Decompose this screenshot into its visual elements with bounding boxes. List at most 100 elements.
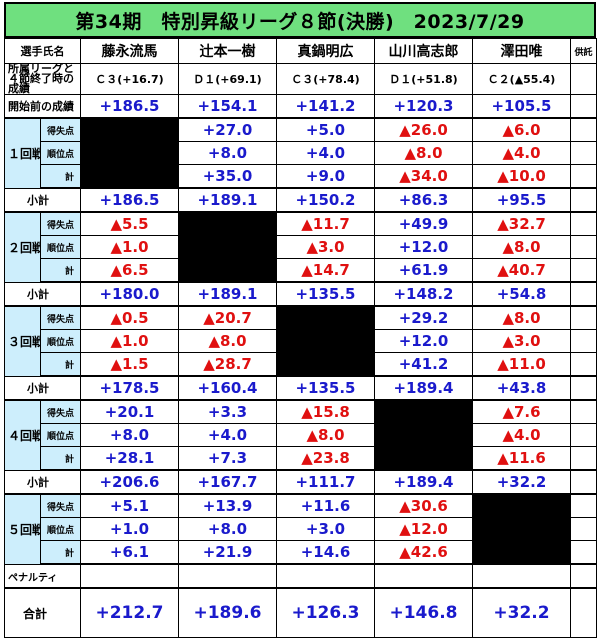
sub-label: 計 bbox=[40, 164, 81, 189]
remarks-cell bbox=[570, 563, 597, 589]
subtotal-label: 小計 bbox=[4, 469, 81, 495]
score-value: ▲6.0 bbox=[472, 117, 571, 142]
score-value: ▲6.5 bbox=[80, 258, 179, 283]
round-label: １回戦 bbox=[4, 117, 41, 189]
score-value: ▲10.0 bbox=[472, 164, 571, 189]
sub-label: 順位点 bbox=[40, 517, 81, 541]
blank-cell bbox=[80, 117, 179, 142]
sub-label: 計 bbox=[40, 540, 81, 565]
blank-cell bbox=[276, 352, 375, 377]
sub-label: 順位点 bbox=[40, 141, 81, 165]
blank-cell bbox=[80, 141, 179, 165]
blank-cell bbox=[374, 423, 473, 447]
start-value: +141.2 bbox=[276, 94, 375, 119]
score-value: +61.9 bbox=[374, 258, 473, 283]
remarks-cell bbox=[570, 305, 597, 330]
subtotal-value: +189.1 bbox=[178, 187, 277, 213]
penalty-value bbox=[276, 563, 375, 589]
blank-cell bbox=[178, 235, 277, 259]
score-value: +7.3 bbox=[178, 446, 277, 471]
sub-label: 得失点 bbox=[40, 493, 81, 518]
score-value: ▲5.5 bbox=[80, 211, 179, 236]
score-value: +9.0 bbox=[276, 164, 375, 189]
sub-label: 得失点 bbox=[40, 399, 81, 424]
subtotal-value: +54.8 bbox=[472, 281, 571, 307]
league-label-line2: ４節終了時の成績 bbox=[8, 72, 74, 95]
score-value: ▲20.7 bbox=[178, 305, 277, 330]
score-value: ▲32.7 bbox=[472, 211, 571, 236]
total-value: +189.6 bbox=[178, 587, 277, 638]
start-value: +154.1 bbox=[178, 94, 277, 119]
score-value: ▲14.7 bbox=[276, 258, 375, 283]
score-value: +35.0 bbox=[178, 164, 277, 189]
score-value: +1.0 bbox=[80, 517, 179, 541]
score-value: +8.0 bbox=[178, 141, 277, 165]
sub-label: 順位点 bbox=[40, 329, 81, 353]
remarks-cell bbox=[570, 235, 597, 259]
subtotal-value: +167.7 bbox=[178, 469, 277, 495]
score-value: ▲15.8 bbox=[276, 399, 375, 424]
score-value: ▲23.8 bbox=[276, 446, 375, 471]
score-value: ▲34.0 bbox=[374, 164, 473, 189]
blank-cell bbox=[374, 399, 473, 424]
total-label: 合計 bbox=[4, 587, 81, 638]
remarks-cell bbox=[570, 423, 597, 447]
blank-cell bbox=[178, 258, 277, 283]
blank-cell bbox=[374, 446, 473, 471]
subtotal-value: +189.4 bbox=[374, 469, 473, 495]
league-value: Ｃ２(▲55.4) bbox=[472, 63, 571, 95]
subtotal-label: 小計 bbox=[4, 187, 81, 213]
remarks-cell bbox=[570, 540, 597, 565]
score-value: +4.0 bbox=[276, 141, 375, 165]
blank-cell bbox=[472, 540, 571, 565]
remarks-cell bbox=[570, 446, 597, 471]
remarks-cell bbox=[570, 94, 597, 119]
penalty-value bbox=[472, 563, 571, 589]
remarks-cell bbox=[570, 493, 597, 518]
blank-cell bbox=[80, 164, 179, 189]
page-title: 第34期 特別昇級リーグ８節(決勝) 2023/7/29 bbox=[4, 2, 596, 38]
blank-cell bbox=[178, 211, 277, 236]
round-label: ３回戦 bbox=[4, 305, 41, 377]
round-label: ２回戦 bbox=[4, 211, 41, 283]
sub-label: 得失点 bbox=[40, 305, 81, 330]
score-value: ▲1.0 bbox=[80, 235, 179, 259]
subtotal-value: +180.0 bbox=[80, 281, 179, 307]
remarks-cell bbox=[570, 587, 597, 638]
score-value: +12.0 bbox=[374, 235, 473, 259]
score-value: ▲4.0 bbox=[472, 141, 571, 165]
remarks-cell bbox=[570, 469, 597, 495]
score-sheet: 第34期 特別昇級リーグ８節(決勝) 2023/7/29 選手氏名 藤永流馬 辻本一… bbox=[4, 2, 597, 638]
score-value: +28.1 bbox=[80, 446, 179, 471]
remarks-cell bbox=[570, 517, 597, 541]
subtotal-value: +178.5 bbox=[80, 375, 179, 401]
score-value: ▲1.0 bbox=[80, 329, 179, 353]
player-name: 澤田唯 bbox=[472, 38, 571, 64]
score-value: ▲3.0 bbox=[472, 329, 571, 353]
subtotal-value: +111.7 bbox=[276, 469, 375, 495]
subtotal-value: +32.2 bbox=[472, 469, 571, 495]
score-value: +14.6 bbox=[276, 540, 375, 565]
score-value: ▲8.0 bbox=[374, 141, 473, 165]
score-value: +29.2 bbox=[374, 305, 473, 330]
score-value: +49.9 bbox=[374, 211, 473, 236]
subtotal-value: +95.5 bbox=[472, 187, 571, 213]
subtotal-value: +135.5 bbox=[276, 375, 375, 401]
player-name: 辻本一樹 bbox=[178, 38, 277, 64]
remarks-cell bbox=[570, 187, 597, 213]
score-value: ▲1.5 bbox=[80, 352, 179, 377]
start-value: +120.3 bbox=[374, 94, 473, 119]
score-value: ▲8.0 bbox=[178, 329, 277, 353]
remarks-cell bbox=[570, 211, 597, 236]
subtotal-value: +186.5 bbox=[80, 187, 179, 213]
remarks-cell bbox=[570, 281, 597, 307]
league-value: Ｄ１(+69.1) bbox=[178, 63, 277, 95]
score-value: ▲12.0 bbox=[374, 517, 473, 541]
remarks-cell bbox=[570, 352, 597, 377]
score-value: ▲7.6 bbox=[472, 399, 571, 424]
total-value: +126.3 bbox=[276, 587, 375, 638]
score-value: +3.0 bbox=[276, 517, 375, 541]
subtotal-value: +160.4 bbox=[178, 375, 277, 401]
start-label: 開始前の成績 bbox=[4, 94, 81, 119]
score-value: ▲11.0 bbox=[472, 352, 571, 377]
